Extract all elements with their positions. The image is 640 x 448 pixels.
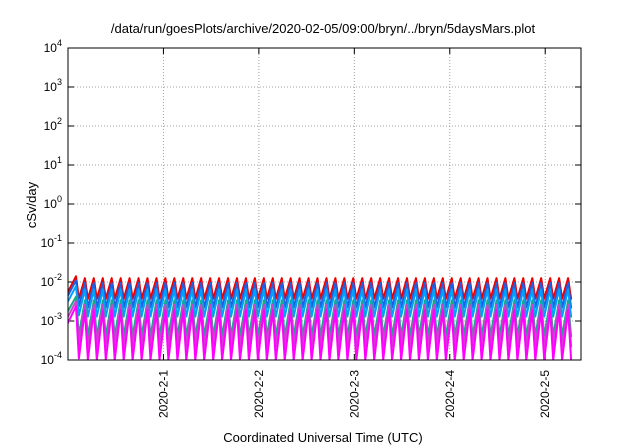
x-axis: 2020-2-1 2020-2-2 2020-2-3 2020-2-4 2020-2-5 — [156, 48, 552, 418]
plot-frame — [67, 47, 582, 361]
y-tick-label: 10-3 — [41, 311, 62, 328]
y-tick-label: 10-2 — [41, 272, 62, 289]
y-tick-label: 10-1 — [41, 233, 62, 250]
y-tick-base: 10 — [44, 197, 58, 211]
y-tick-exponent: -4 — [54, 350, 62, 360]
y-tick-exponent: -3 — [54, 311, 62, 321]
x-tick-label: 2020-2-4 — [443, 370, 457, 418]
y-tick-base: 10 — [44, 41, 58, 55]
y-tick-base: 10 — [41, 275, 55, 289]
y-tick-base: 10 — [44, 158, 58, 172]
x-axis-label: Coordinated Universal Time (UTC) — [223, 430, 422, 445]
y-tick-exponent: -2 — [54, 272, 62, 282]
y-tick-base: 10 — [44, 119, 58, 133]
y-tick-label: 101 — [44, 155, 62, 172]
x-tick-label: 2020-2-2 — [252, 370, 266, 418]
plot-area — [68, 275, 573, 360]
y-tick-exponent: 2 — [57, 116, 62, 126]
y-tick-exponent: 0 — [57, 194, 62, 204]
y-tick-base: 10 — [41, 314, 55, 328]
x-tick-label: 2020-2-5 — [538, 370, 552, 418]
y-tick-label: 102 — [44, 116, 62, 133]
y-axis-label: cSv/day — [24, 181, 39, 228]
series-line-ff00ff — [68, 305, 573, 360]
y-tick-label: 100 — [44, 194, 62, 211]
grid — [68, 48, 581, 360]
y-tick-label: 103 — [44, 77, 62, 94]
y-tick-exponent: 1 — [57, 155, 62, 165]
y-tick-exponent: 3 — [57, 77, 62, 87]
y-tick-base: 10 — [41, 236, 55, 250]
y-tick-exponent: -1 — [54, 233, 62, 243]
y-tick-base: 10 — [41, 353, 55, 367]
y-tick-label: 104 — [44, 38, 62, 55]
chart-title: /data/run/goesPlots/archive/2020-02-05/0… — [111, 21, 536, 36]
x-tick-label: 2020-2-3 — [347, 370, 361, 418]
y-tick-base: 10 — [44, 80, 58, 94]
y-tick-label: 10-4 — [41, 350, 62, 367]
x-tick-label: 2020-2-1 — [156, 370, 170, 418]
y-tick-exponent: 4 — [57, 38, 62, 48]
series-line-00a0ff — [68, 285, 573, 318]
